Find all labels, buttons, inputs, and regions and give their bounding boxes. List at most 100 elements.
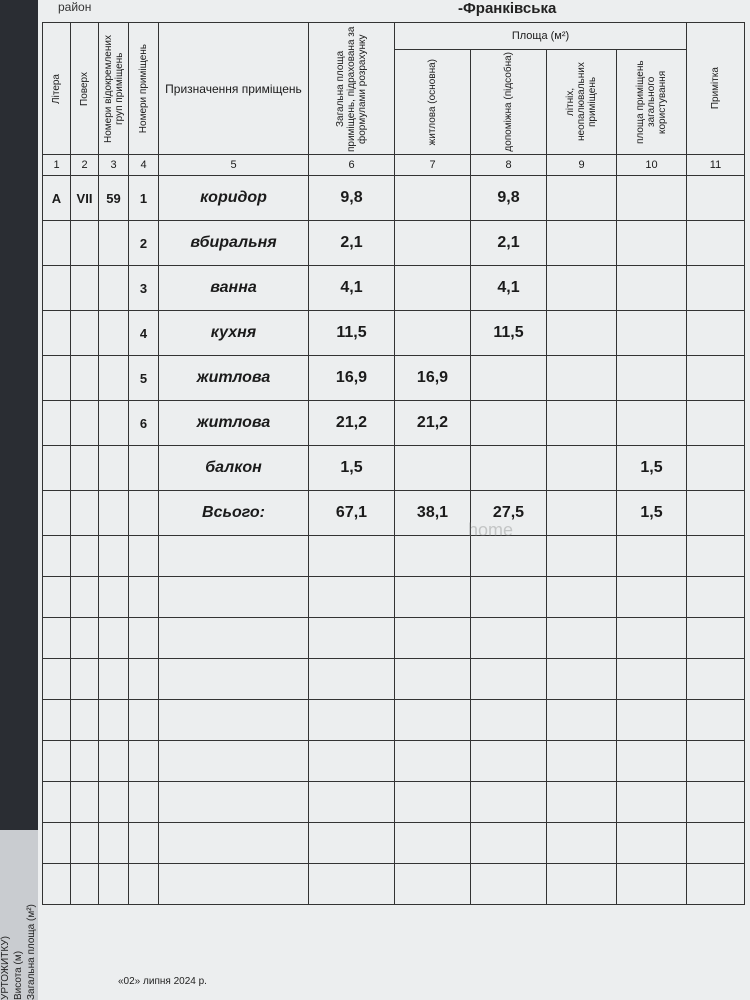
cell: [308, 781, 395, 823]
cell: 9,8: [308, 175, 395, 221]
cell: [42, 220, 71, 266]
column-header-text: Загальна площа приміщень, підрахована за…: [335, 25, 368, 152]
cell: [394, 445, 471, 491]
cell: [546, 740, 617, 782]
cell: 16,9: [308, 355, 395, 401]
cell: [546, 445, 617, 491]
cell: [470, 863, 547, 905]
cell: [42, 617, 71, 659]
watermark: home: [468, 520, 514, 540]
column-number: 2: [70, 154, 99, 176]
cell: [70, 740, 99, 782]
column-header: Поверх: [70, 22, 99, 155]
cell: [98, 781, 129, 823]
side-height: Висота (м): [13, 950, 24, 1000]
cell: [42, 576, 71, 618]
cell: 2: [128, 220, 159, 266]
cell: [616, 175, 687, 221]
cell: [394, 822, 471, 864]
cell: [546, 490, 617, 536]
cell: 21,2: [308, 400, 395, 446]
cell: [128, 576, 159, 618]
cell: ванна: [158, 265, 309, 311]
blank-row: [42, 535, 745, 577]
room-row: 6 житлова 21,2 21,2: [42, 400, 745, 446]
cell: [686, 658, 745, 700]
cell: [70, 220, 99, 266]
column-number-row: 1 2 3 4 5 6 7 8 9 10 11: [42, 154, 745, 176]
cell: [616, 781, 687, 823]
cell: 1,5: [616, 445, 687, 491]
cell: [470, 617, 547, 659]
cell: [616, 740, 687, 782]
cell: кухня: [158, 310, 309, 356]
footer-date: «02» липня 2024 р.: [118, 976, 207, 987]
cell: [42, 658, 71, 700]
header-row: Літера Поверх Номери відокремлених груп пр…: [42, 22, 745, 155]
cell: [546, 863, 617, 905]
cell: [470, 658, 547, 700]
cell: [394, 220, 471, 266]
room-row: балкон 1,5 1,5: [42, 445, 745, 491]
cell: [128, 863, 159, 905]
cell: [546, 220, 617, 266]
cell: [546, 617, 617, 659]
cell: балкон: [158, 445, 309, 491]
cell: [546, 310, 617, 356]
district-label: район: [58, 0, 92, 14]
cell: [616, 576, 687, 618]
cell: вбиральня: [158, 220, 309, 266]
column-number: 4: [128, 154, 159, 176]
cell: [616, 658, 687, 700]
cell: [70, 265, 99, 311]
column-header: Літера: [42, 22, 71, 155]
side-title: УРТОЖИТКУ): [0, 936, 11, 1000]
blank-row: [42, 740, 745, 782]
cell: [158, 617, 309, 659]
cell: [70, 490, 99, 536]
cell: [394, 265, 471, 311]
paper: район -Франківська Літера Поверх Номери ві…: [38, 0, 750, 1000]
cell: [158, 863, 309, 905]
room-row: 5 житлова 16,9 16,9: [42, 355, 745, 401]
cell: [98, 863, 129, 905]
cell: [42, 490, 71, 536]
cell: [308, 740, 395, 782]
cell: [686, 265, 745, 311]
cell: [70, 863, 99, 905]
cell: [470, 535, 547, 577]
column-number: 1: [42, 154, 71, 176]
cell: [128, 822, 159, 864]
column-header: житлова (основна): [394, 49, 471, 155]
cell: [42, 400, 71, 446]
cell: [98, 699, 129, 741]
cell: [546, 535, 617, 577]
cell: [394, 617, 471, 659]
cell: [616, 310, 687, 356]
cell: 11,5: [308, 310, 395, 356]
blank-row: [42, 699, 745, 741]
cell: [98, 355, 129, 401]
cell: [686, 400, 745, 446]
cell: [470, 781, 547, 823]
cell: [686, 617, 745, 659]
cell: [616, 617, 687, 659]
cell: 4,1: [470, 265, 547, 311]
cell: [394, 863, 471, 905]
cell: [616, 535, 687, 577]
cell: [128, 699, 159, 741]
cell: коридор: [158, 175, 309, 221]
cell: [616, 863, 687, 905]
area-group: Площа (м²): [394, 22, 687, 50]
cell: Всього:: [158, 490, 309, 536]
cell: [98, 740, 129, 782]
cell: житлова: [158, 355, 309, 401]
cell: [70, 822, 99, 864]
cell: [98, 822, 129, 864]
cell: 38,1: [394, 490, 471, 536]
cell: [42, 445, 71, 491]
cell: 3: [128, 265, 159, 311]
cell: [394, 699, 471, 741]
column-header-text: Літера: [51, 73, 62, 104]
cell: 4: [128, 310, 159, 356]
